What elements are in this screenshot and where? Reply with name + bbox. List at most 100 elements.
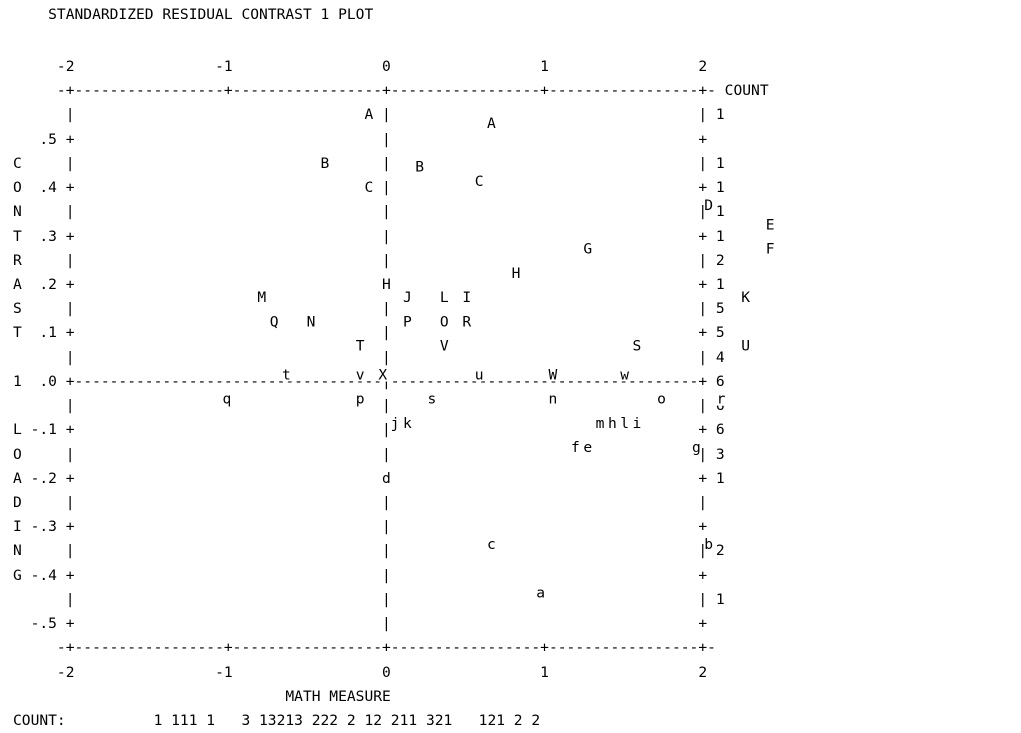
point-O: O: [440, 313, 449, 330]
point-G: G: [583, 241, 592, 258]
plot-row: | | | 1: [13, 590, 725, 608]
point-mask: [741, 336, 751, 353]
point-mask: [511, 263, 521, 280]
point-mask: [355, 365, 365, 382]
point-v: v: [356, 367, 365, 384]
point-R: R: [462, 313, 471, 330]
plot-row: I -.3 + | +: [13, 518, 708, 536]
point-o: o: [657, 391, 666, 408]
plot-row: C | B | | 1: [13, 154, 725, 172]
point-mask: [257, 288, 267, 305]
plot-row: S | | | 5: [13, 300, 725, 318]
point-mask: [402, 312, 412, 329]
point-mask: [427, 389, 437, 406]
point-X: X: [378, 367, 387, 384]
point-T: T: [356, 337, 365, 354]
point-mask: [691, 438, 701, 455]
point-p: p: [356, 391, 365, 408]
plot-row: A .2 + H + 1: [13, 275, 725, 293]
point-k: k: [403, 415, 412, 432]
point-H: H: [512, 265, 521, 282]
plot-title: STANDARDIZED RESIDUAL CONTRAST 1 PLOT: [13, 6, 374, 23]
plot-row: N | | | 2: [13, 542, 725, 560]
plot-row: D | | |: [13, 493, 708, 511]
plot-row: G -.4 + | +: [13, 566, 708, 584]
point-i: i: [633, 415, 642, 432]
point-q: q: [223, 391, 232, 408]
point-U: U: [741, 337, 750, 354]
plot-row: | A | | 1: [13, 106, 725, 124]
plot-row: .5 + | +: [13, 130, 708, 148]
point-mask: [390, 413, 400, 430]
point-mask: [306, 312, 316, 329]
point-mask: [474, 171, 484, 188]
point-b: b: [704, 536, 713, 553]
point-P: P: [403, 313, 412, 330]
point-r: r: [717, 391, 726, 408]
top-border: -+-----------------+-----------------+--…: [13, 82, 769, 100]
point-mask: [402, 288, 412, 305]
plot-row: T .1 + | + 5: [13, 324, 725, 342]
point-mask: [607, 413, 617, 430]
point-B: B: [415, 158, 424, 175]
point-e: e: [583, 439, 592, 456]
point-u: u: [475, 367, 484, 384]
point-mask: [439, 288, 449, 305]
column-count-row: COUNT: 1 111 1 3 13213 222 2 12 211 321 …: [13, 711, 541, 729]
bottom-border: -+-----------------+-----------------+--…: [13, 639, 716, 657]
point-l: l: [620, 415, 629, 432]
point-N: N: [307, 313, 316, 330]
point-t: t: [282, 367, 291, 384]
point-mask: [439, 336, 449, 353]
point-mask: [620, 365, 630, 382]
point-mask: [536, 583, 546, 600]
x-axis-label: MATH MEASURE: [13, 687, 391, 705]
point-mask: [548, 365, 558, 382]
plot-row: R | | | 2: [13, 251, 725, 269]
point-M: M: [257, 289, 266, 306]
point-mask: [765, 239, 775, 256]
plot-row: L -.1 + | + 6: [13, 421, 725, 439]
point-mask: [415, 157, 425, 174]
plot-row: T .3 + | + 1: [13, 227, 725, 245]
point-a: a: [536, 584, 545, 601]
point-mask: [741, 288, 751, 305]
point-L: L: [440, 289, 449, 306]
point-A: A: [487, 115, 496, 132]
point-C: C: [475, 173, 484, 190]
point-mask: [765, 215, 775, 232]
point-mask: [486, 534, 496, 551]
point-j: j: [391, 415, 400, 432]
point-J: J: [403, 289, 412, 306]
point-c: c: [487, 536, 496, 553]
plot-row: | | | 4: [13, 348, 725, 366]
point-mask: [355, 389, 365, 406]
point-F: F: [766, 241, 775, 258]
point-g: g: [692, 439, 701, 456]
point-mask: [378, 365, 388, 382]
point-mask: [439, 312, 449, 329]
point-W: W: [549, 367, 558, 384]
point-mask: [462, 312, 472, 329]
point-mask: [402, 413, 412, 430]
point-K: K: [741, 289, 750, 306]
plot-row: N | | | 1: [13, 203, 725, 221]
point-mask: [222, 389, 232, 406]
point-mask: [583, 438, 593, 455]
point-mask: [355, 336, 365, 353]
point-mask: [583, 239, 593, 256]
plot-row: O .4 + C | + 1: [13, 179, 725, 197]
point-mask: [656, 389, 667, 406]
point-h: h: [608, 415, 617, 432]
point-mask: [716, 389, 726, 406]
point-n: n: [549, 391, 558, 408]
point-m: m: [596, 415, 605, 432]
point-V: V: [440, 337, 449, 354]
point-mask: [486, 113, 496, 130]
point-s: s: [428, 391, 437, 408]
point-mask: [474, 365, 484, 382]
plot-row: A -.2 + d + 1: [13, 469, 725, 487]
point-mask: [269, 312, 279, 329]
